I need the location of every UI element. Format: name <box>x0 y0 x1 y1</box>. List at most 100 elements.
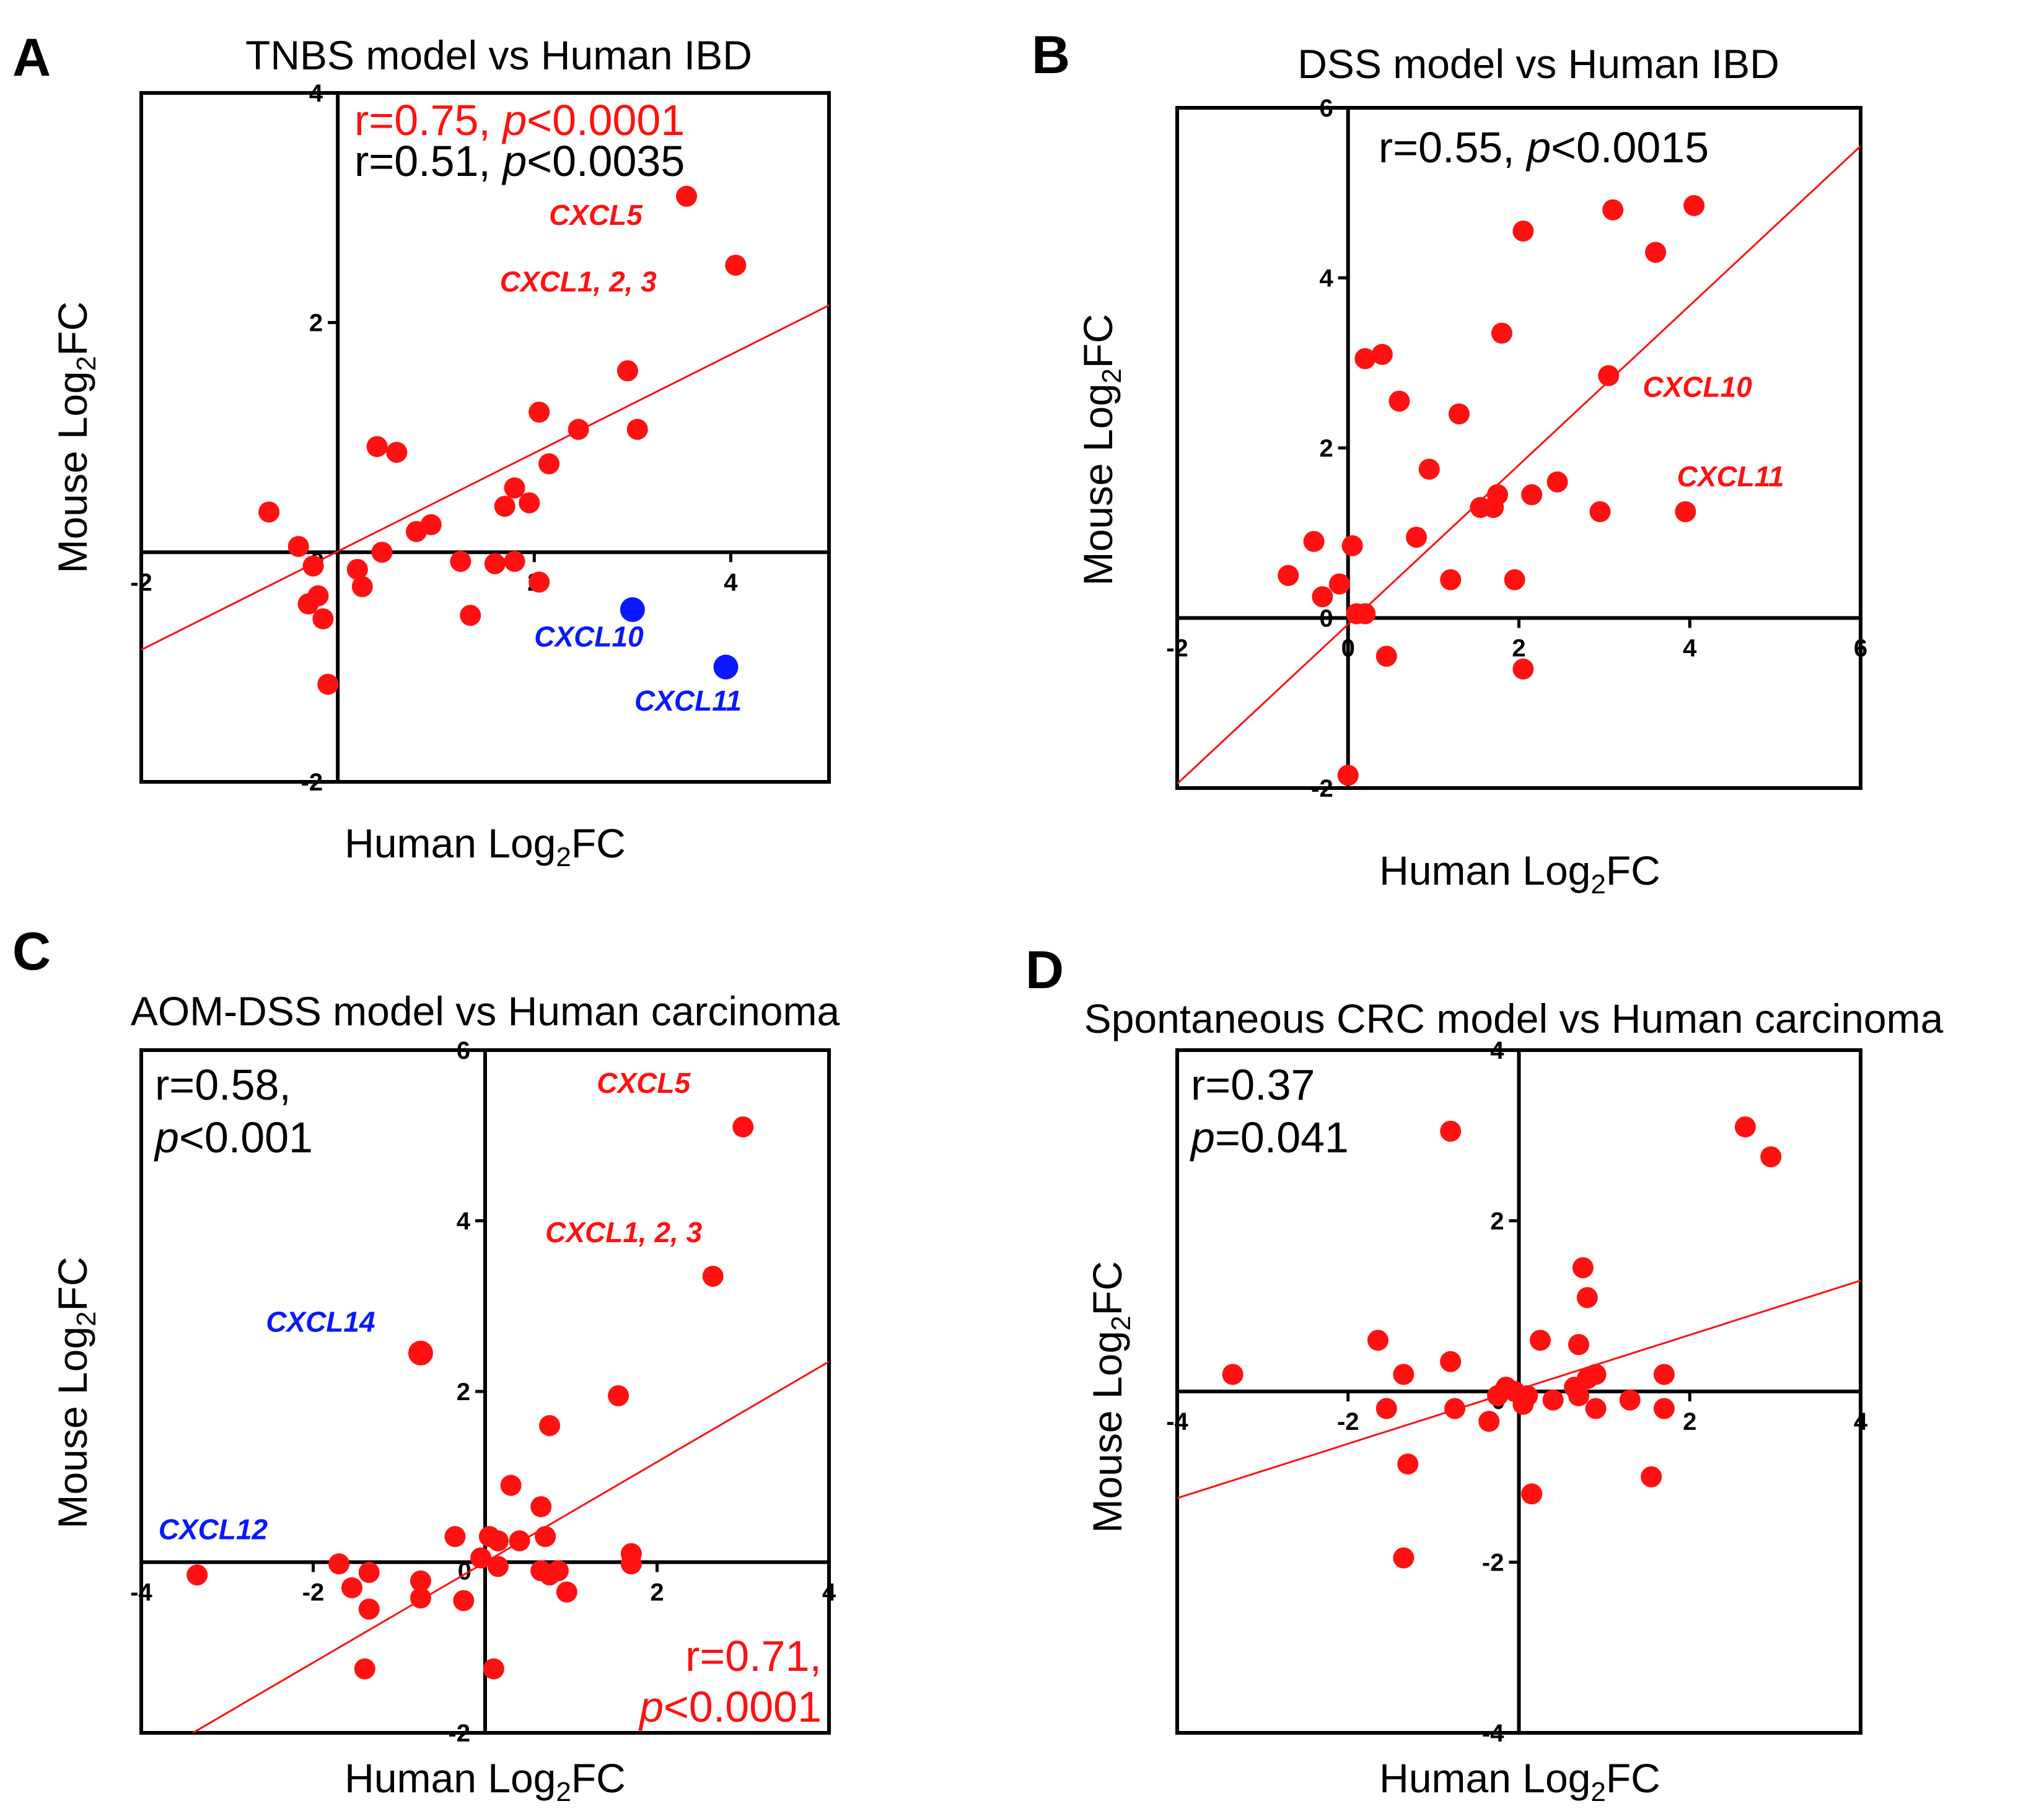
gene-label: CXCL12 <box>159 1513 268 1545</box>
x-tick-label: 6 <box>1854 635 1867 662</box>
data-point <box>547 1560 569 1582</box>
panel-title: TNBS model vs Human IBD <box>245 32 752 78</box>
stat-p: p=0.041 <box>1190 1113 1349 1162</box>
x-axis-label: Human Log2FC <box>344 820 626 872</box>
x-axis-label: Human Log2FC <box>344 1755 626 1807</box>
data-point <box>1278 564 1299 586</box>
data-point <box>1491 322 1512 344</box>
data-point <box>1448 403 1470 425</box>
panel-title: AOM-DSS model vs Human carcinoma <box>131 988 840 1034</box>
data-point <box>1371 344 1393 366</box>
data-point <box>1440 1351 1462 1372</box>
x-tick-label: 4 <box>1854 1408 1868 1435</box>
panel-title: DSS model vs Human IBD <box>1297 41 1779 87</box>
y-tick-label: 4 <box>1490 1037 1504 1064</box>
data-point <box>1418 458 1440 480</box>
data-point <box>1354 603 1376 624</box>
x-tick-label: -2 <box>1337 1408 1359 1435</box>
data-point <box>504 477 525 499</box>
data-point <box>1542 1389 1564 1411</box>
data-point <box>354 1658 375 1680</box>
stat-text: r=0.75, p<0.0001 <box>354 96 685 144</box>
data-point <box>535 1526 556 1548</box>
x-tick-label: -4 <box>1166 1408 1188 1435</box>
data-point <box>1521 1483 1543 1505</box>
data-point <box>1568 1385 1590 1406</box>
data-point <box>487 1530 509 1552</box>
data-point <box>1512 658 1534 680</box>
y-tick-label: 6 <box>457 1037 470 1064</box>
data-point <box>1397 1453 1419 1475</box>
panel-letter: B <box>1032 25 1070 85</box>
data-point <box>1568 1334 1590 1356</box>
data-point <box>386 442 408 463</box>
data-point <box>1354 348 1376 369</box>
data-point <box>1675 501 1696 522</box>
data-point <box>504 551 525 572</box>
data-point <box>312 608 334 629</box>
data-point <box>1222 1364 1244 1385</box>
data-point <box>470 1547 492 1569</box>
data-point <box>1375 1398 1397 1419</box>
data-point <box>1487 484 1509 506</box>
data-point <box>608 1385 629 1406</box>
data-point <box>1572 1257 1594 1279</box>
data-point <box>616 360 638 382</box>
panel-C: C AOM-DSS model vs Human carcinoma -4 -2 2 4 -… <box>12 922 840 1807</box>
data-point <box>1512 221 1534 242</box>
data-point <box>676 185 698 207</box>
data-point <box>1619 1389 1641 1411</box>
stat-p: p<0.001 <box>154 1113 313 1162</box>
data-point <box>1504 569 1525 590</box>
regression-line <box>192 1360 829 1733</box>
stat-r: r=0.58, <box>155 1061 291 1109</box>
y-tick-label: 4 <box>1320 265 1334 292</box>
data-point <box>487 1556 509 1577</box>
data-point <box>358 1562 380 1584</box>
data-point <box>494 496 515 517</box>
data-point <box>328 1553 350 1575</box>
panel-letter: C <box>12 922 51 981</box>
data-point <box>346 559 368 581</box>
data-point <box>556 1581 577 1603</box>
x-tick-label: 0 <box>1341 635 1355 662</box>
plot-frame <box>139 91 831 784</box>
data-point <box>258 501 280 523</box>
data-point <box>410 1570 431 1592</box>
data-point <box>1760 1146 1782 1168</box>
data-point <box>1375 646 1397 667</box>
y-tick-label: 4 <box>309 80 323 107</box>
data-point <box>1328 573 1350 595</box>
data-point <box>1602 199 1624 221</box>
x-tick-label: -2 <box>130 569 152 596</box>
x-tick-label: 2 <box>1512 635 1525 662</box>
data-point <box>1645 242 1667 263</box>
y-tick-label: 4 <box>457 1208 471 1235</box>
data-point <box>460 605 481 626</box>
data-point <box>1576 1287 1598 1308</box>
data-point <box>453 1590 475 1611</box>
x-axis-label: Human Log2FC <box>1379 1755 1660 1807</box>
data-point <box>702 1266 724 1287</box>
data-point <box>287 536 309 558</box>
data-point <box>317 673 339 695</box>
y-tick-label: -2 <box>448 1720 470 1747</box>
data-point <box>444 1526 466 1548</box>
data-point <box>732 1116 754 1137</box>
data-point <box>371 541 393 563</box>
regression-line <box>141 304 829 651</box>
data-point <box>1393 1364 1415 1385</box>
gene-label: CXCL5 <box>597 1067 691 1099</box>
stat-text: r=0.55, p<0.0015 <box>1379 123 1709 172</box>
gene-label: CXCL10 <box>1643 371 1752 403</box>
data-point <box>1683 195 1705 216</box>
gene-label: CXCL10 <box>534 620 644 652</box>
data-point <box>1440 1120 1462 1142</box>
data-point <box>1337 765 1359 786</box>
data-point <box>351 576 373 597</box>
y-axis-label: Mouse Log2FC <box>50 301 102 573</box>
data-point <box>341 1577 362 1598</box>
highlight-point <box>408 1341 433 1366</box>
data-point <box>538 453 560 475</box>
data-point <box>725 255 747 276</box>
